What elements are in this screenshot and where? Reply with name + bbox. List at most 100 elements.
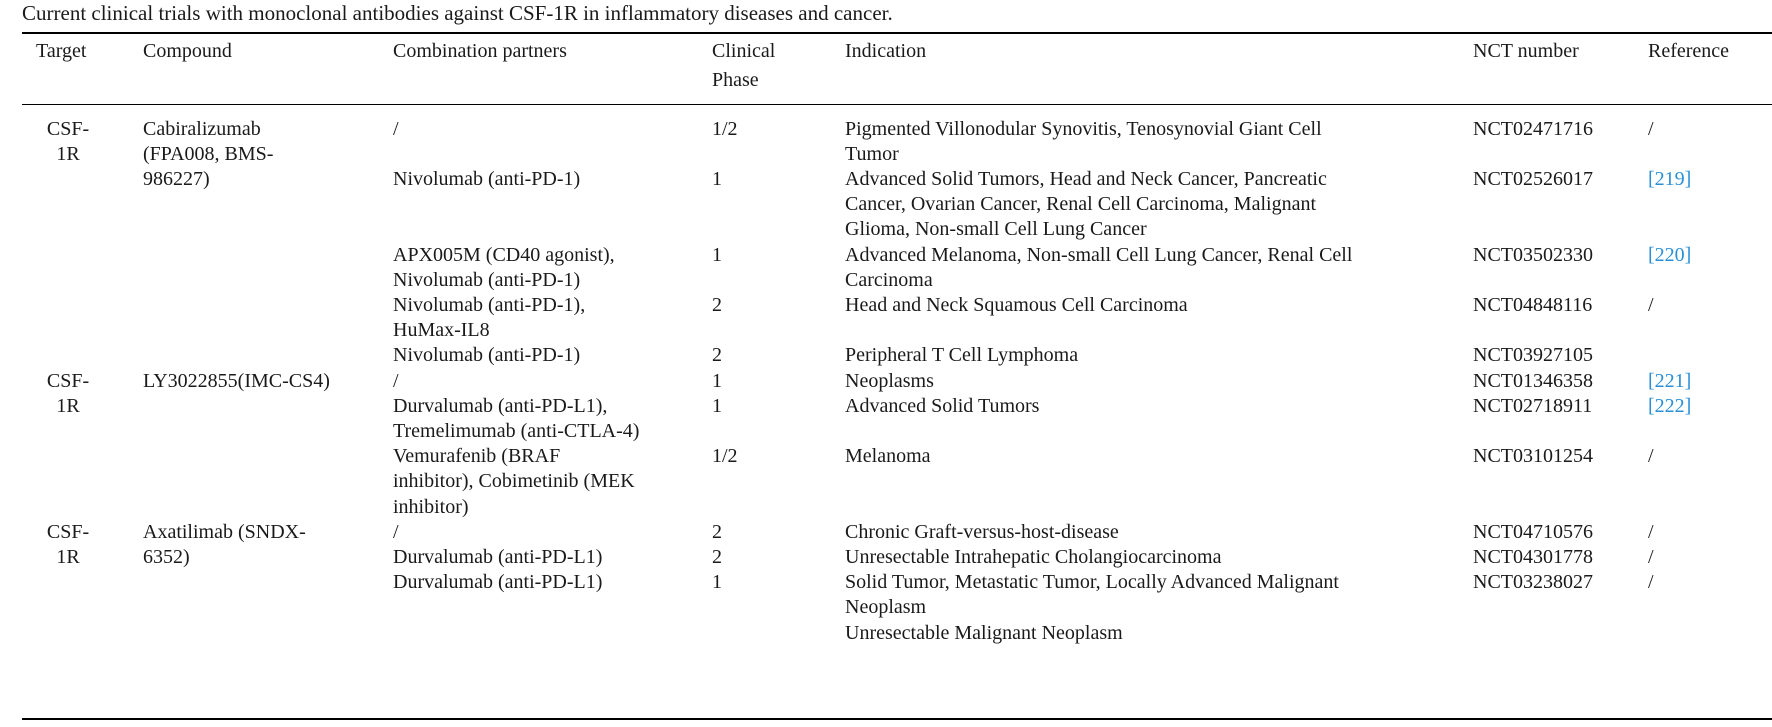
target-line1: CSF-	[46, 520, 90, 543]
compound-line: Cabiralizumab	[143, 117, 261, 140]
combination-cell: Durvalumab (anti-PD-L1)	[393, 570, 602, 595]
combination-line: Nivolumab (anti-PD-1),	[393, 293, 586, 316]
indication-cell: Advanced Solid Tumors, Head and Neck Can…	[845, 167, 1327, 243]
compound-cell: Axatilimab (SNDX- 6352)	[143, 520, 306, 570]
phase-cell: 2	[712, 293, 722, 316]
nct-cell: NCT03927105	[1473, 344, 1593, 367]
bottom-rule	[22, 718, 1772, 720]
nct-cell: NCT04710576	[1473, 520, 1593, 543]
indication-cell: Pigmented Villonodular Synovitis, Tenosy…	[845, 117, 1322, 167]
combination-cell: Durvalumab (anti-PD-L1), Tremelimumab (an…	[393, 394, 639, 444]
combination-line: Durvalumab (anti-PD-L1)	[393, 545, 603, 568]
phase-cell: 1	[712, 571, 722, 594]
indication-line: Melanoma	[845, 445, 931, 468]
indication-cell: Solid Tumor, Metastatic Tumor, Locally A…	[845, 570, 1339, 646]
phase-cell: 2	[712, 545, 722, 568]
compound-line: 6352)	[143, 545, 190, 568]
indication-line: Peripheral T Cell Lymphoma	[845, 344, 1079, 367]
reference-cell: /	[1648, 571, 1654, 594]
target-line1: CSF-	[46, 117, 90, 140]
indication-line: Tumor	[845, 142, 899, 165]
indication-cell: Chronic Graft-versus-host-disease	[845, 520, 1119, 545]
indication-cell: Melanoma	[845, 444, 931, 469]
indication-cell: Head and Neck Squamous Cell Carcinoma	[845, 293, 1188, 318]
combination-line: /	[393, 520, 399, 543]
phase-cell: 2	[712, 344, 722, 367]
compound-line: LY3022855(IMC-CS4)	[143, 369, 330, 392]
indication-line: Carcinoma	[845, 268, 933, 291]
combination-cell: Vemurafenib (BRAF inhibitor), Cobimetinib…	[393, 444, 635, 520]
indication-line: Chronic Graft-versus-host-disease	[845, 520, 1119, 543]
combination-line: Nivolumab (anti-PD-1)	[393, 344, 581, 367]
combination-cell: /	[393, 117, 399, 142]
phase-cell: 1/2	[712, 117, 738, 140]
compound-cell: LY3022855(IMC-CS4)	[143, 369, 330, 394]
combination-line: Tremelimumab (anti-CTLA-4)	[393, 419, 640, 442]
combination-line: Nivolumab (anti-PD-1)	[393, 268, 581, 291]
reference-cell: /	[1648, 293, 1654, 316]
nct-cell: NCT04301778	[1473, 545, 1593, 568]
phase-cell: 2	[712, 520, 722, 543]
top-rule	[22, 32, 1772, 34]
combination-line: inhibitor)	[393, 495, 469, 518]
indication-line: Unresectable Intrahepatic Cholangiocarci…	[845, 545, 1222, 568]
nct-cell: NCT02526017	[1473, 167, 1593, 190]
phase-cell: 1	[712, 243, 722, 266]
indication-line: Glioma, Non-small Cell Lung Cancer	[845, 218, 1147, 241]
reference-cell: /	[1648, 117, 1654, 140]
combination-cell: APX005M (CD40 agonist), Nivolumab (anti-P…	[393, 243, 615, 293]
combination-line: /	[393, 369, 399, 392]
combination-line: inhibitor), Cobimetinib (MEK	[393, 470, 635, 493]
reference-link[interactable]: [221]	[1648, 369, 1692, 392]
indication-cell: Unresectable Intrahepatic Cholangiocarci…	[845, 545, 1222, 570]
indication-line: Advanced Solid Tumors	[845, 394, 1040, 417]
reference-cell: /	[1648, 445, 1654, 468]
header-combination: Combination partners	[393, 40, 567, 62]
indication-line: Cancer, Ovarian Cancer, Renal Cell Carci…	[845, 193, 1317, 216]
indication-line: Pigmented Villonodular Synovitis, Tenosy…	[845, 117, 1322, 140]
header-phase-line2: Phase	[712, 68, 759, 91]
header-phase: Clinical Phase	[712, 37, 775, 94]
indication-line: Solid Tumor, Metastatic Tumor, Locally A…	[845, 571, 1339, 594]
reference-cell: /	[1648, 520, 1654, 543]
reference-link[interactable]: [222]	[1648, 394, 1692, 417]
table-caption: Current clinical trials with monoclonal …	[22, 1, 893, 25]
combination-line: Durvalumab (anti-PD-L1)	[393, 571, 603, 594]
indication-cell: Advanced Melanoma, Non-small Cell Lung C…	[845, 243, 1352, 293]
compound-line: Axatilimab (SNDX-	[143, 520, 306, 543]
combination-line: HuMax-IL8	[393, 319, 490, 342]
nct-cell: NCT01346358	[1473, 369, 1593, 392]
phase-cell: 1	[712, 394, 722, 417]
combination-line: Vemurafenib (BRAF	[393, 445, 561, 468]
indication-cell: Peripheral T Cell Lymphoma	[845, 343, 1078, 368]
nct-cell: NCT02471716	[1473, 117, 1593, 140]
indication-line: Advanced Melanoma, Non-small Cell Lung C…	[845, 243, 1353, 266]
header-target: Target	[36, 40, 87, 62]
nct-cell: NCT02718911	[1473, 394, 1593, 417]
combination-cell: /	[393, 520, 399, 545]
indication-cell: Advanced Solid Tumors	[845, 394, 1039, 419]
target-line2: 1R	[56, 394, 80, 417]
combination-line: Durvalumab (anti-PD-L1),	[393, 394, 608, 417]
indication-line: Unresectable Malignant Neoplasm	[845, 621, 1123, 644]
combination-line: /	[393, 117, 399, 140]
phase-cell: 1/2	[712, 445, 738, 468]
indication-cell: Neoplasms	[845, 369, 934, 394]
nct-cell: NCT04848116	[1473, 293, 1593, 316]
target-cell: CSF- 1R	[36, 117, 100, 167]
combination-cell: Nivolumab (anti-PD-1)	[393, 343, 580, 368]
target-line2: 1R	[56, 142, 80, 165]
reference-link[interactable]: [219]	[1648, 167, 1692, 190]
target-cell: CSF- 1R	[36, 520, 100, 570]
header-rule	[22, 104, 1772, 105]
header-indication: Indication	[845, 40, 927, 62]
combination-line: Nivolumab (anti-PD-1)	[393, 167, 581, 190]
combination-cell: /	[393, 369, 399, 394]
target-line1: CSF-	[46, 369, 90, 392]
reference-link[interactable]: [220]	[1648, 243, 1692, 266]
phase-cell: 1	[712, 369, 722, 392]
combination-cell: Durvalumab (anti-PD-L1)	[393, 545, 602, 570]
indication-line: Neoplasm	[845, 596, 927, 619]
indication-line: Head and Neck Squamous Cell Carcinoma	[845, 293, 1188, 316]
